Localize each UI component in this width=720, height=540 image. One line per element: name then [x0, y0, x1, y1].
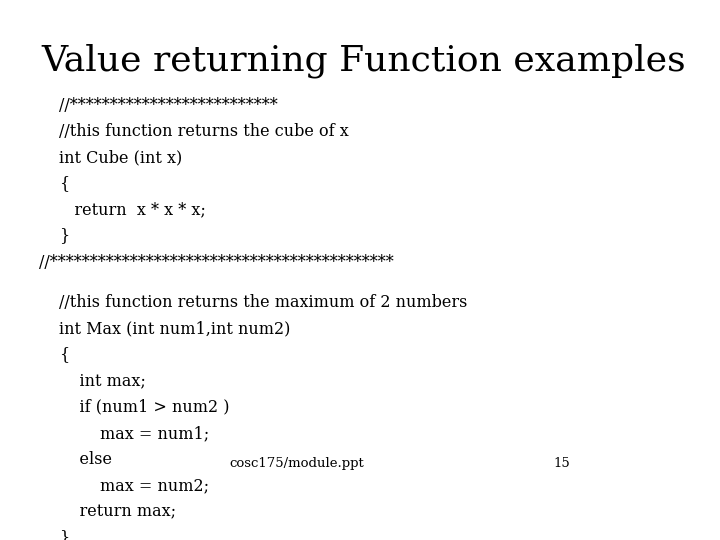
- Text: Value returning Function examples: Value returning Function examples: [42, 44, 686, 78]
- Text: //*******************************************: //**************************************…: [39, 254, 393, 271]
- Text: max = num1;: max = num1;: [60, 425, 210, 442]
- Text: //this function returns the cube of x: //this function returns the cube of x: [60, 123, 349, 140]
- Text: {: {: [60, 175, 70, 192]
- Text: //this function returns the maximum of 2 numbers: //this function returns the maximum of 2…: [60, 294, 468, 311]
- Text: cosc175/module.ppt: cosc175/module.ppt: [230, 456, 364, 469]
- Text: //**************************: //**************************: [60, 97, 278, 114]
- Text: max = num2;: max = num2;: [60, 477, 210, 494]
- Text: return max;: return max;: [60, 503, 176, 520]
- Text: return  x * x * x;: return x * x * x;: [60, 201, 207, 218]
- Text: int Cube (int x): int Cube (int x): [60, 149, 183, 166]
- Text: }: }: [60, 529, 70, 540]
- Text: {: {: [60, 347, 70, 363]
- Text: else: else: [60, 451, 112, 468]
- Text: int max;: int max;: [60, 373, 146, 389]
- Text: int Max (int num1,int num2): int Max (int num1,int num2): [60, 320, 291, 338]
- Text: if (num1 > num2 ): if (num1 > num2 ): [60, 399, 230, 416]
- Text: }: }: [60, 227, 70, 245]
- Text: 15: 15: [554, 456, 570, 469]
